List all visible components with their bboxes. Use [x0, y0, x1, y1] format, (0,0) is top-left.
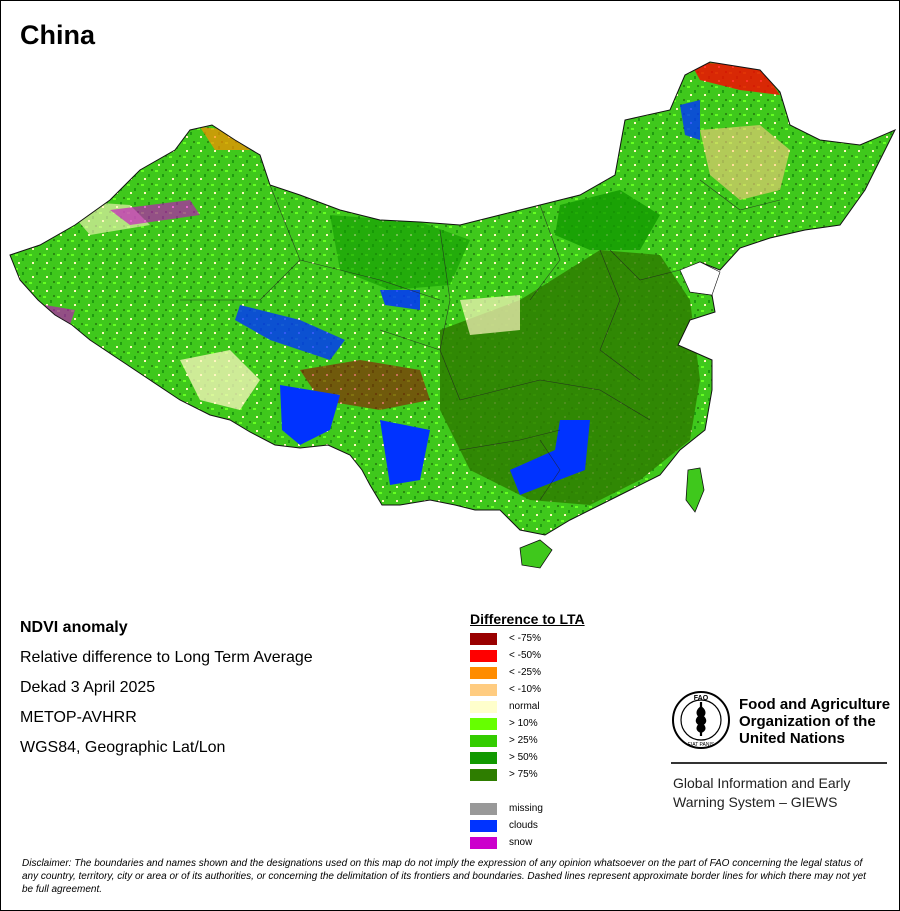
legend: Difference to LTA < -75% < -50% < -25% < -1… — [470, 611, 650, 852]
divider — [671, 762, 887, 764]
legend-item: > 50% — [470, 750, 650, 767]
legend-item: < -10% — [470, 682, 650, 699]
legend-label: missing — [509, 803, 543, 814]
legend-special: missing clouds snow — [470, 801, 650, 852]
legend-swatch — [470, 803, 497, 815]
legend-item: clouds — [470, 818, 650, 835]
legend-item: < -50% — [470, 648, 650, 665]
legend-swatch — [470, 701, 497, 713]
fao-logo-text: FAO — [694, 695, 709, 702]
legend-label: < -25% — [509, 667, 541, 678]
legend-label: < -50% — [509, 650, 541, 661]
sensor-name: METOP-AVHRR — [20, 709, 137, 726]
legend-item: > 25% — [470, 733, 650, 750]
legend-swatch — [470, 837, 497, 849]
legend-label: > 75% — [509, 769, 538, 780]
product-name: NDVI anomaly — [20, 619, 128, 636]
legend-swatch — [470, 752, 497, 764]
legend-item: normal — [470, 699, 650, 716]
legend-label: > 50% — [509, 752, 538, 763]
disclaimer: Disclaimer: The boundaries and names sho… — [22, 858, 866, 895]
giews-name: Global Information and Early Warning Sys… — [673, 775, 851, 810]
legend-label: < -10% — [509, 684, 541, 695]
legend-label: > 10% — [509, 718, 538, 729]
legend-item: snow — [470, 835, 650, 852]
legend-title: Difference to LTA — [470, 611, 585, 627]
legend-item: < -75% — [470, 631, 650, 648]
legend-item: > 10% — [470, 716, 650, 733]
legend-item: missing — [470, 801, 650, 818]
legend-label: snow — [509, 837, 533, 848]
map-title: China — [20, 20, 96, 50]
legend-item: < -25% — [470, 665, 650, 682]
legend-label: clouds — [509, 820, 538, 831]
legend-swatch — [470, 667, 497, 679]
map-info: NDVI anomaly Relative difference to Long… — [20, 617, 313, 767]
legend-swatch — [470, 820, 497, 832]
legend-swatch — [470, 769, 497, 781]
time-period: Dekad 3 April 2025 — [20, 679, 156, 696]
legend-item: > 75% — [470, 767, 650, 784]
legend-swatch — [470, 718, 497, 730]
legend-swatch — [470, 684, 497, 696]
legend-label: > 25% — [509, 735, 538, 746]
ndvi-anomaly-map — [9, 61, 896, 569]
fao-logo-motto: FIAT PANIS — [688, 742, 715, 748]
legend-swatch — [470, 633, 497, 645]
legend-label: normal — [509, 701, 540, 712]
projection: WGS84, Geographic Lat/Lon — [20, 739, 226, 756]
product-description: Relative difference to Long Term Average — [20, 649, 313, 666]
legend-swatch — [470, 735, 497, 747]
fao-logo-icon: FAO FIAT PANIS — [672, 691, 730, 749]
organization-name: Food and Agriculture Organization of the… — [739, 696, 891, 747]
legend-swatch — [470, 650, 497, 662]
legend-label: < -75% — [509, 633, 541, 644]
legend-classes: < -75% < -50% < -25% < -10% normal > 10% > 25%… — [470, 631, 650, 784]
